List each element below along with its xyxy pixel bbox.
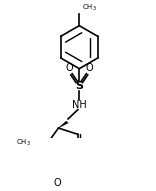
Text: O: O [54,178,61,188]
Text: O: O [85,63,93,74]
Polygon shape [58,121,68,128]
Text: CH$_3$: CH$_3$ [16,138,31,148]
Text: O: O [66,63,73,74]
Text: S: S [75,81,83,91]
Text: CH$_3$: CH$_3$ [82,3,97,13]
Text: NH: NH [72,100,87,110]
